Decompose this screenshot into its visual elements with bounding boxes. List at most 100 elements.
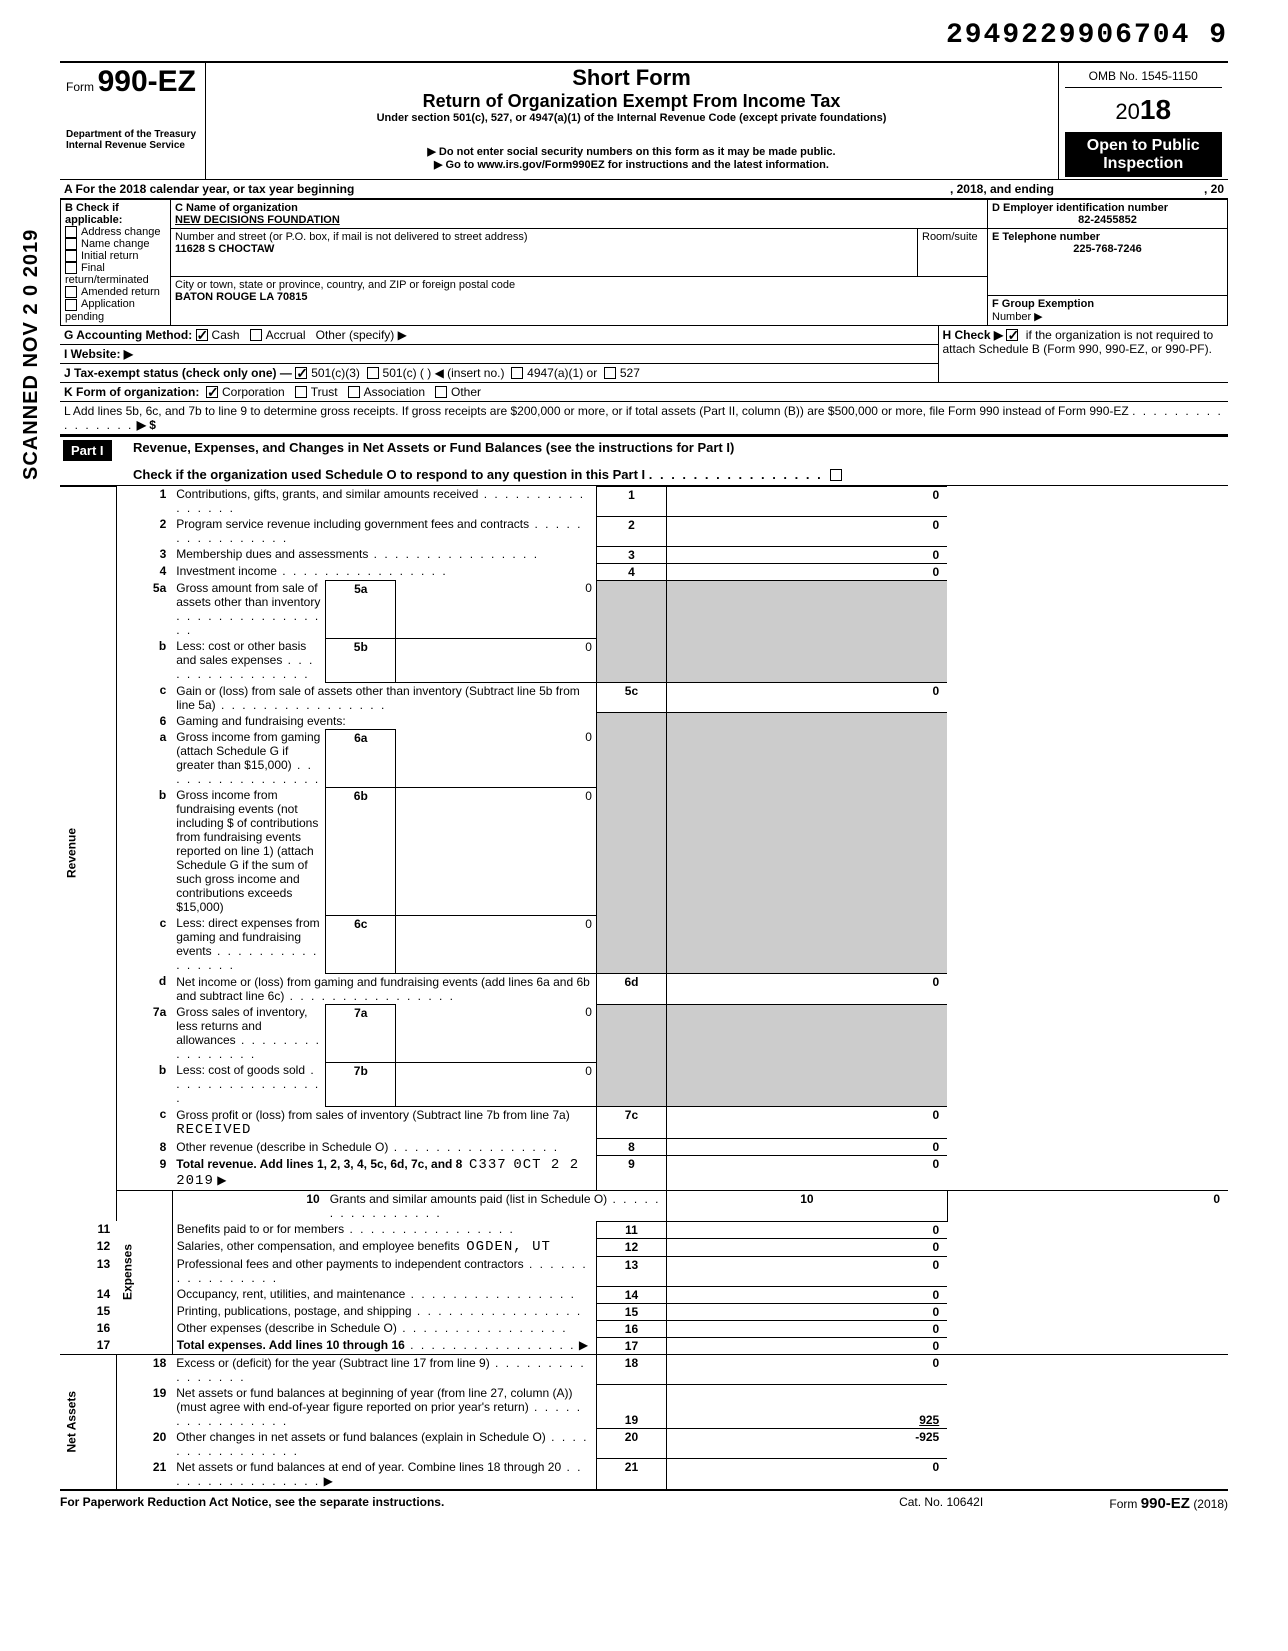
checkbox-name-change[interactable] [65, 238, 77, 250]
line-num: 9 [116, 1156, 172, 1191]
b-item: Final return/terminated [65, 262, 149, 286]
c337-stamp: C337 [469, 1157, 507, 1173]
checkbox-schedule-o[interactable] [830, 469, 842, 481]
line-num: a [116, 729, 172, 787]
street-value: 11628 S CHOCTAW [175, 243, 913, 255]
part1-title: Revenue, Expenses, and Changes in Net As… [130, 436, 1228, 464]
checkbox-4947[interactable] [511, 367, 523, 379]
checkbox-h[interactable] [1006, 329, 1018, 341]
checkbox-corp[interactable] [206, 386, 218, 398]
inspection: Inspection [1069, 155, 1219, 173]
mid-box: 6b [326, 787, 396, 915]
checkbox-amended[interactable] [65, 286, 77, 298]
checkbox-initial-return[interactable] [65, 250, 77, 262]
line-text: Salaries, other compensation, and employ… [177, 1239, 460, 1253]
e-label: E Telephone number [992, 231, 1223, 243]
j-label: J Tax-exempt status (check only one) — [64, 366, 292, 380]
checkbox-501c[interactable] [367, 367, 379, 379]
city-label: City or town, state or province, country… [175, 279, 983, 291]
line-box: 8 [596, 1139, 666, 1156]
line-amt: 0 [667, 1337, 948, 1354]
line-amt: 0 [667, 546, 948, 563]
line-text: Grants and similar amounts paid (list in… [330, 1192, 607, 1206]
line-box: 12 [596, 1238, 666, 1256]
lines-table: Revenue 1 Contributions, gifts, grants, … [60, 486, 1228, 1491]
line-box: 4 [596, 563, 666, 580]
line-text: Other changes in net assets or fund bala… [176, 1430, 546, 1444]
g-cash: Cash [212, 328, 240, 342]
line-text: Gross income from fundraising events (no… [176, 788, 318, 914]
line-amt: 0 [667, 1139, 948, 1156]
mid-amt: 0 [396, 1004, 596, 1062]
line-amt: 0 [667, 1238, 948, 1256]
row-a: A For the 2018 calendar year, or tax yea… [60, 180, 1228, 199]
checkbox-accrual[interactable] [250, 329, 262, 341]
checkbox-final-return[interactable] [65, 262, 77, 274]
line-amt: -925 [667, 1429, 948, 1459]
line-box: 17 [596, 1337, 666, 1354]
line-text: Program service revenue including govern… [176, 517, 529, 531]
checkbox-527[interactable] [604, 367, 616, 379]
checkbox-other[interactable] [435, 386, 447, 398]
form-number: 990-EZ [98, 65, 196, 98]
k-assoc: Association [364, 385, 425, 399]
phone-value: 225-768-7246 [992, 243, 1223, 255]
checkbox-trust[interactable] [295, 386, 307, 398]
document-number: 2949229906704 9 [60, 20, 1228, 51]
mid-amt: 0 [396, 787, 596, 915]
form-prefix: Form [66, 80, 94, 94]
year-prefix: 20 [1115, 99, 1139, 124]
footer-formno: 990-EZ [1141, 1495, 1190, 1512]
checkbox-address-change[interactable] [65, 226, 77, 238]
title-short: Short Form [212, 65, 1052, 91]
l-arrow: ▶ $ [137, 418, 156, 432]
mid-amt: 0 [396, 580, 596, 638]
line-text: Gross amount from sale of assets other t… [176, 581, 320, 609]
checkbox-assoc[interactable] [348, 386, 360, 398]
omb-number: OMB No. 1545-1150 [1065, 65, 1223, 88]
line-num: 11 [60, 1221, 116, 1238]
line-text: Total expenses. Add lines 10 through 16 [177, 1338, 405, 1352]
city-value: BATON ROUGE LA 70815 [175, 291, 983, 303]
l-text: L Add lines 5b, 6c, and 7b to line 9 to … [64, 404, 1129, 418]
line-amt: 925 [667, 1385, 948, 1429]
b-header: B Check if applicable: [65, 202, 166, 226]
line-text: Investment income [176, 564, 277, 578]
line-num: 19 [116, 1385, 172, 1429]
line-box: 21 [596, 1459, 666, 1490]
expenses-label: Expenses [116, 1190, 172, 1354]
line-amt: 0 [667, 1286, 948, 1303]
checkbox-cash[interactable] [196, 329, 208, 341]
line-box: 9 [596, 1156, 666, 1191]
line-num: 20 [116, 1429, 172, 1459]
line-text: Other expenses (describe in Schedule O) [177, 1321, 397, 1335]
form-header: Form 990-EZ Department of the Treasury I… [60, 61, 1228, 180]
received-stamp: RECEIVED [176, 1122, 251, 1138]
footer: For Paperwork Reduction Act Notice, see … [60, 1491, 1228, 1512]
g-label: G Accounting Method: [64, 328, 192, 342]
line-num: d [116, 973, 172, 1004]
line-box: 2 [596, 516, 666, 546]
mid-box: 6a [326, 729, 396, 787]
line-text: Gaming and fundraising events: [176, 714, 345, 728]
status-block: G Accounting Method: Cash Accrual Other … [60, 326, 1228, 435]
b-item: Initial return [81, 250, 138, 262]
open-public: Open to Public [1069, 137, 1219, 155]
line-amt: 0 [667, 973, 948, 1004]
checkbox-501c3[interactable] [295, 367, 307, 379]
line-num: 2 [116, 516, 172, 546]
line-box: 10 [667, 1190, 948, 1221]
scanned-stamp: SCANNED NOV 2 0 2019 [20, 229, 43, 480]
checkbox-app-pending[interactable] [65, 299, 77, 311]
mid-box: 7b [326, 1062, 396, 1106]
mid-box: 5b [326, 638, 396, 682]
part1-header: Part I Revenue, Expenses, and Changes in… [60, 435, 1228, 486]
row-a-end: , 20 [1058, 180, 1228, 199]
title-under: Under section 501(c), 527, or 4947(a)(1)… [212, 112, 1052, 124]
line-num: 5a [116, 580, 172, 638]
line-text: Net assets or fund balances at end of ye… [176, 1460, 561, 1474]
line-text: Contributions, gifts, grants, and simila… [176, 487, 478, 501]
footer-form: Form [1109, 1497, 1137, 1511]
k-other: Other [451, 385, 481, 399]
line-amt: 0 [667, 563, 948, 580]
